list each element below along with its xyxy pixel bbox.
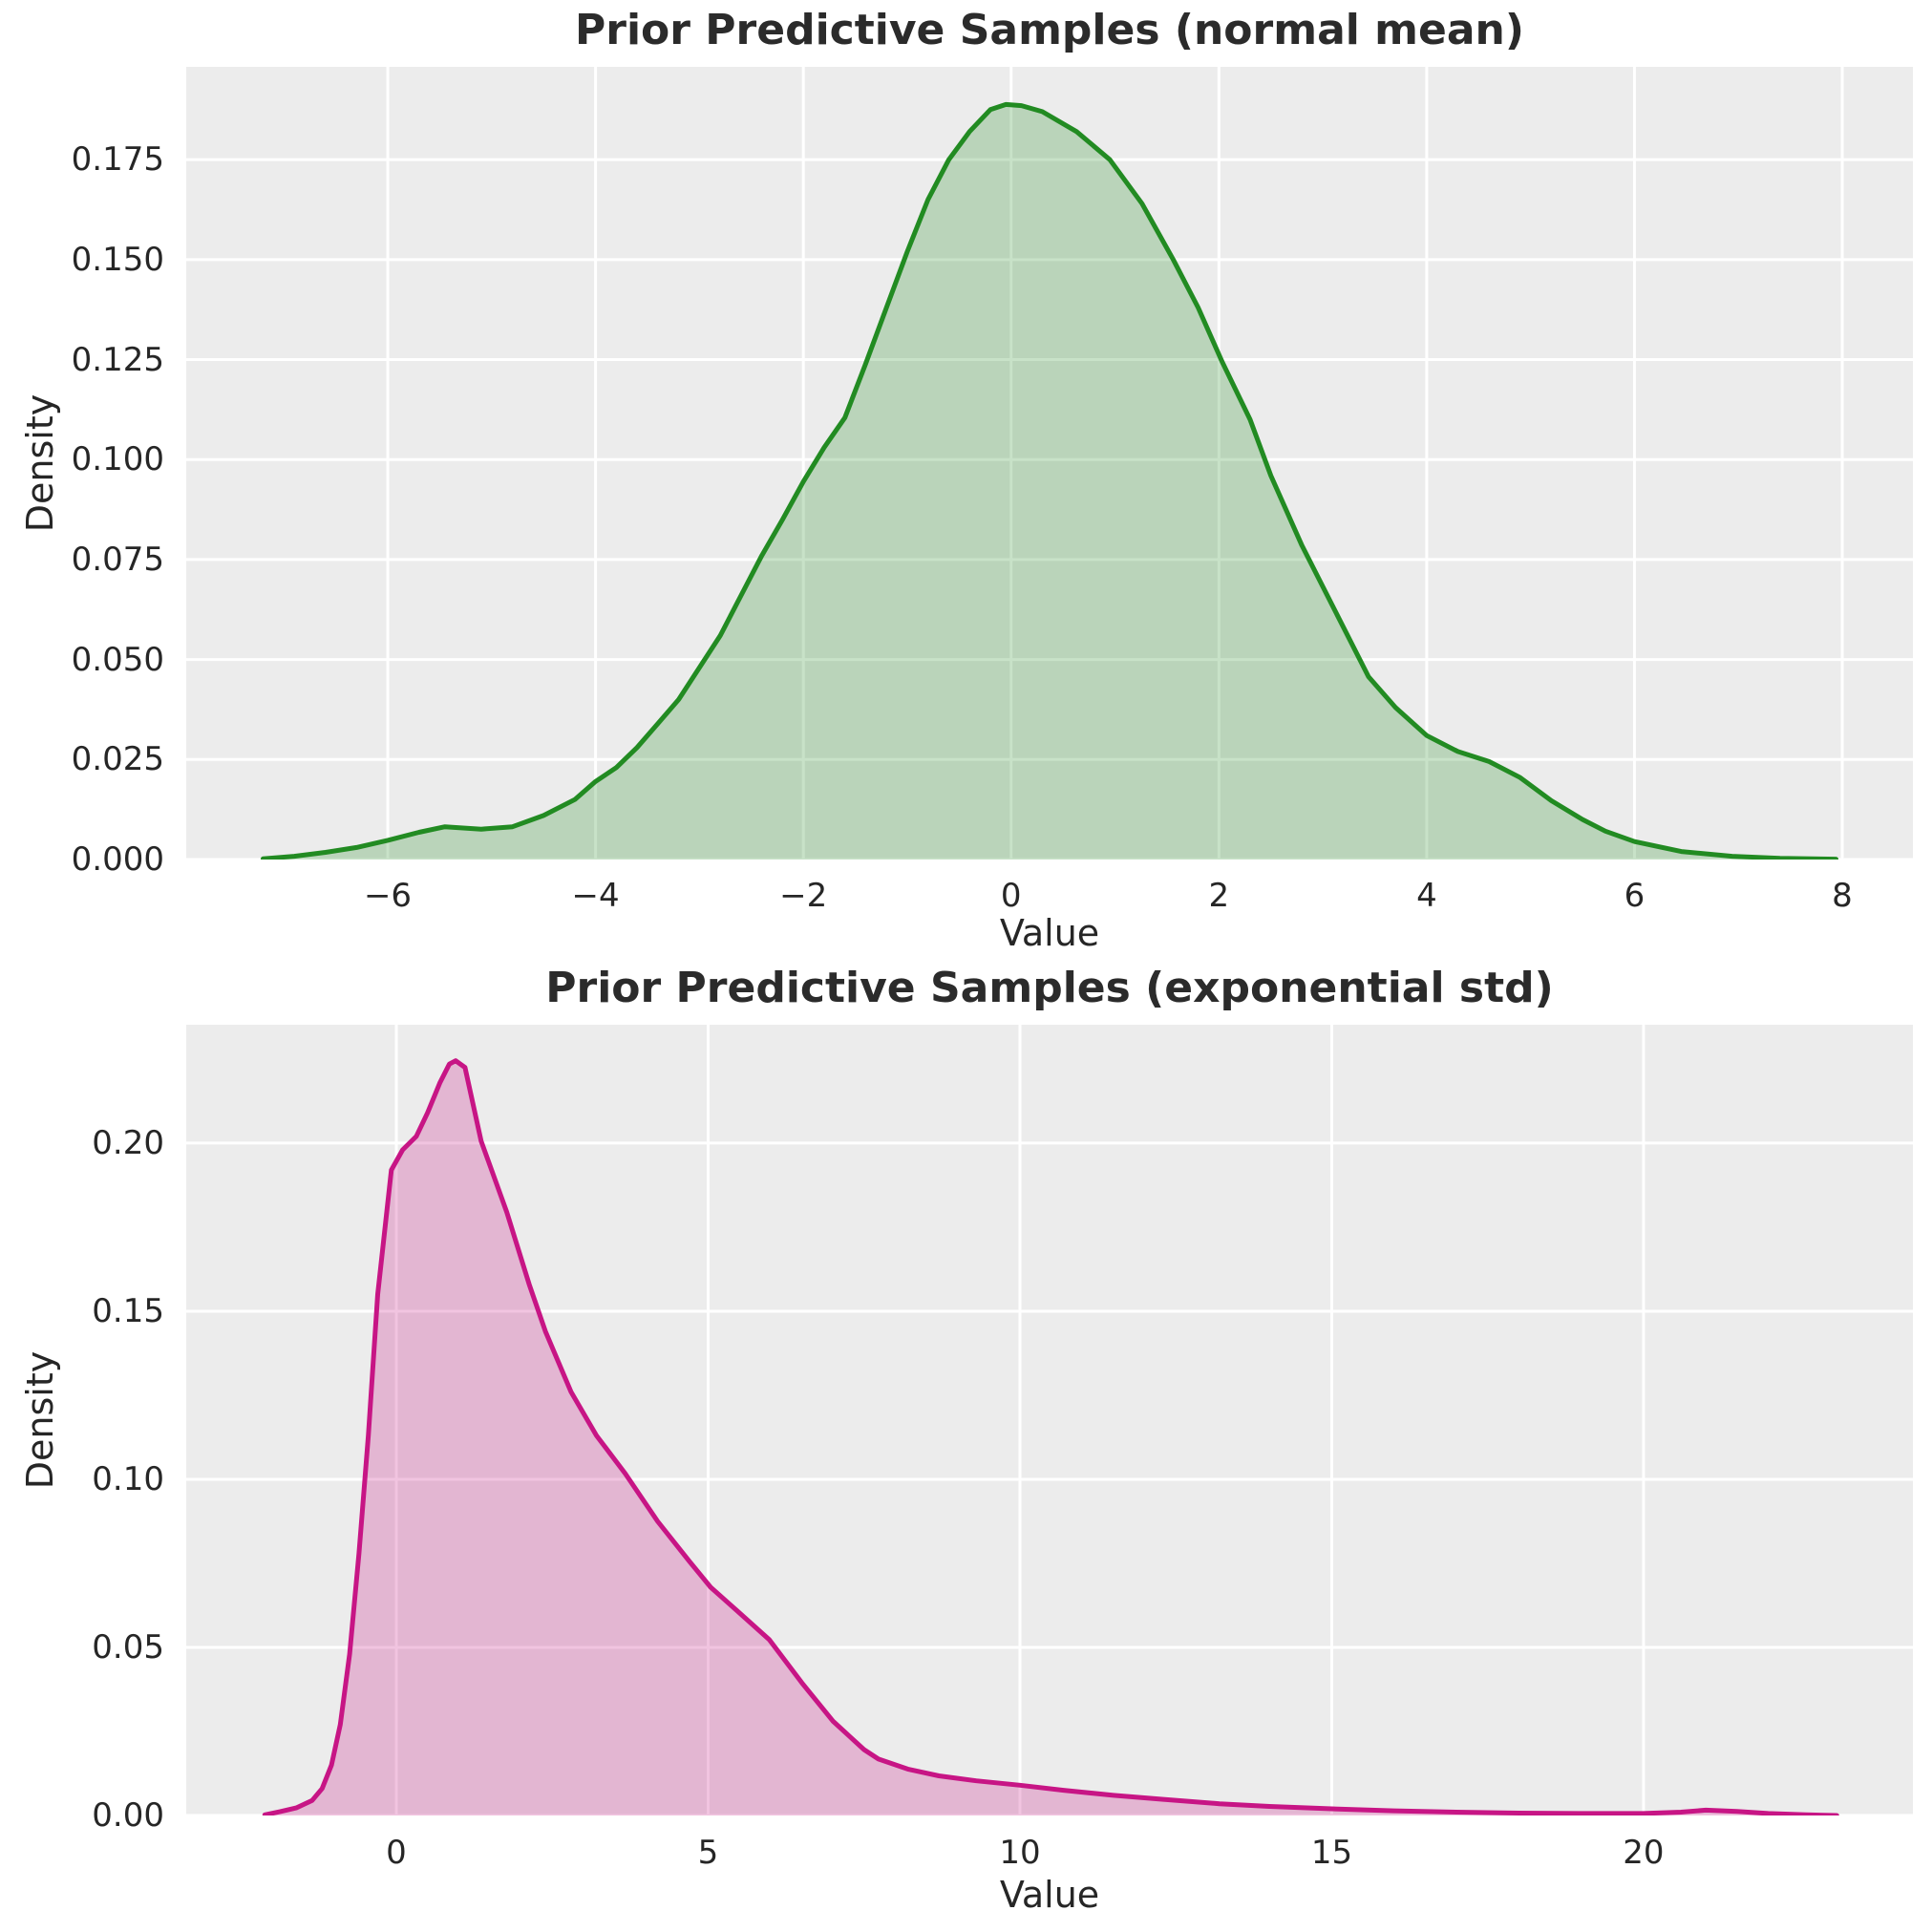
kde-exponential-std-fill [265, 1060, 1837, 1815]
plot-area-exponential-std [186, 1025, 1913, 1815]
y-tick-label: 0.025 [71, 740, 164, 779]
y-tick-label: 0.150 [71, 240, 164, 279]
y-tick-label: 0.15 [92, 1291, 164, 1330]
plot-title-exponential-std: Prior Predictive Samples (exponential st… [545, 964, 1554, 1012]
plot-title-normal-mean: Prior Predictive Samples (normal mean) [575, 6, 1524, 54]
x-tick-label: 5 [697, 1834, 719, 1872]
x-tick-label: −2 [779, 877, 828, 915]
x-axis-label-normal-mean: Value [999, 912, 1100, 954]
x-tick-label: −4 [571, 877, 620, 915]
kde-normal-mean-fill [263, 104, 1836, 860]
y-axis-label-exponential-std: Density [19, 1350, 61, 1490]
x-tick-label: 0 [1000, 877, 1022, 915]
y-tick-label: 0.00 [92, 1796, 164, 1835]
x-tick-label: 2 [1208, 877, 1230, 915]
x-tick-label: 6 [1624, 877, 1645, 915]
x-tick-label: 20 [1623, 1834, 1665, 1872]
kde-exponential-std-curve [262, 1058, 1839, 1815]
x-tick-label: 8 [1832, 877, 1853, 915]
y-tick-label: 0.175 [71, 140, 164, 180]
kde-chart-normal-mean [186, 67, 1913, 860]
y-tick-label: 0.100 [71, 440, 164, 479]
kde-normal-mean-curve [261, 101, 1838, 860]
x-tick-label: 4 [1416, 877, 1437, 915]
plot-area-normal-mean [186, 67, 1913, 860]
x-tick-label: −6 [363, 877, 413, 915]
x-tick-label: 15 [1310, 1834, 1353, 1872]
y-tick-label: 0.050 [71, 640, 164, 679]
y-tick-label: 0.20 [92, 1123, 164, 1162]
y-axis-label-normal-mean: Density [19, 393, 61, 533]
x-tick-label: 10 [999, 1834, 1041, 1872]
y-tick-label: 0.000 [71, 840, 164, 879]
x-axis-label-exponential-std: Value [999, 1874, 1100, 1916]
y-tick-label: 0.125 [71, 340, 164, 379]
y-tick-label: 0.10 [92, 1460, 164, 1498]
kde-chart-exponential-std [186, 1025, 1913, 1815]
y-tick-label: 0.075 [71, 540, 164, 579]
x-tick-label: 0 [386, 1834, 407, 1872]
y-tick-label: 0.05 [92, 1628, 164, 1667]
